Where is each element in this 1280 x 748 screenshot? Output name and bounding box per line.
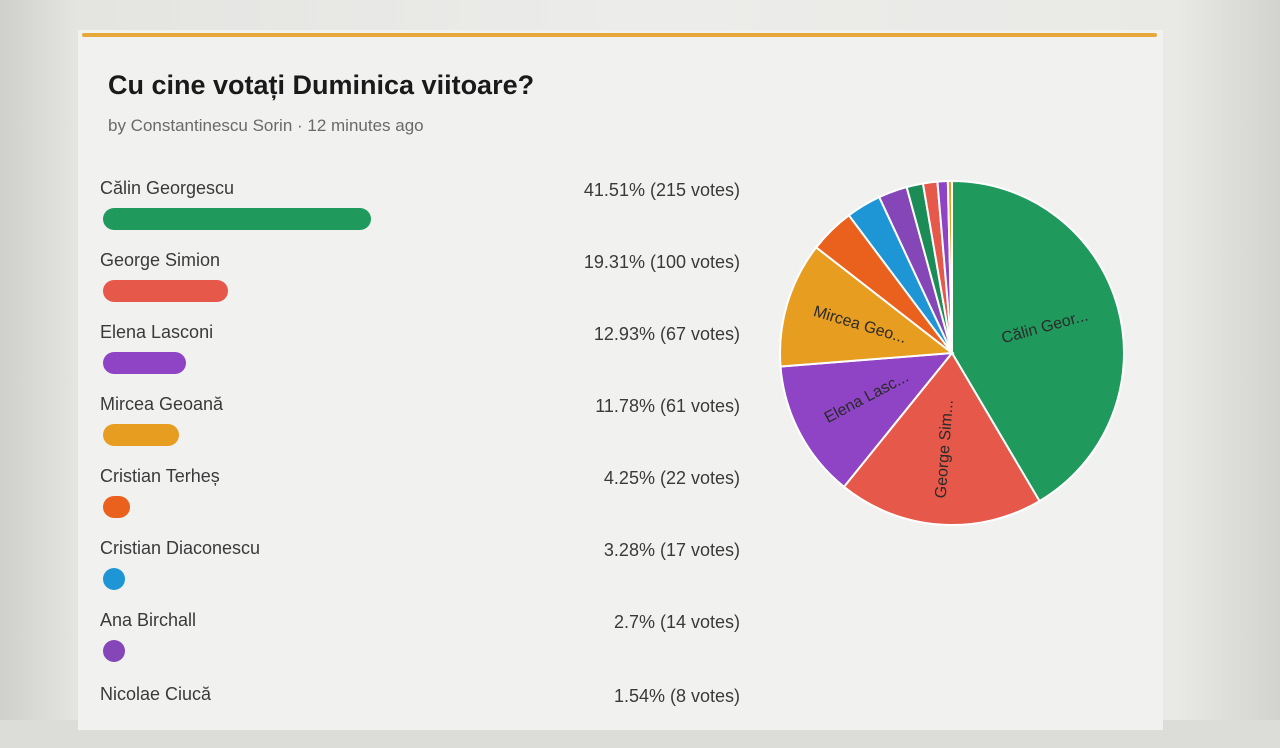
pie-slice: [842, 351, 1041, 526]
option-value: 2.7% (14 votes): [613, 612, 740, 632]
option-label: Nicolae Ciucă: [100, 684, 212, 704]
option-value: 4.25% (22 votes): [603, 468, 740, 488]
pie-slice: [779, 245, 955, 368]
option-value: 3.28% (17 votes): [603, 540, 740, 560]
bar-track: [100, 280, 740, 302]
option-label: Mircea Geoană: [100, 394, 224, 414]
poll-option: Călin Georgescu 41.51% (215 votes): [100, 178, 740, 242]
poll-meta: by Constantinescu Sorin · 12 minutes ago: [108, 116, 424, 135]
poll-option: Cristian Diaconescu 3.28% (17 votes): [100, 538, 740, 602]
option-value: 41.51% (215 votes): [583, 180, 740, 200]
bar-track: [100, 568, 740, 590]
option-label: Călin Georgescu: [100, 178, 235, 198]
bar: [103, 424, 179, 446]
poll-option: George Simion 19.31% (100 votes): [100, 250, 740, 314]
bar-track: [100, 208, 740, 230]
poll-option: Elena Lasconi 12.93% (67 votes): [100, 322, 740, 386]
bar: [103, 352, 187, 374]
option-label: Cristian Diaconescu: [100, 538, 261, 558]
poll-option: Cristian Terheș 4.25% (22 votes): [100, 466, 740, 530]
option-value: 11.78% (61 votes): [595, 396, 740, 416]
pie-slice: [779, 351, 955, 489]
bar: [103, 640, 125, 662]
bar-track: [100, 352, 740, 374]
bar: [103, 208, 371, 230]
pie-slice: [951, 179, 1125, 503]
poll-option: Mircea Geoană 11.78% (61 votes): [100, 394, 740, 458]
bar-track: [100, 496, 740, 518]
poll-option: Ana Birchall 2.7% (14 votes): [100, 610, 740, 674]
option-value: 12.93% (67 votes): [593, 324, 740, 344]
bar-track: [100, 640, 740, 662]
option-label: Elena Lasconi: [100, 322, 214, 342]
option-label: Ana Birchall: [100, 610, 197, 630]
pie-chart: Călin Geor...George Sim...Elena Lasc...M…: [779, 179, 1125, 526]
bar: [103, 568, 125, 590]
pie-slice: [946, 179, 953, 354]
option-value: 1.54% (8 votes): [613, 686, 740, 706]
option-value: 19.31% (100 votes): [583, 252, 740, 272]
option-label: George Simion: [100, 250, 221, 270]
poll-option: Nicolae Ciucă 1.54% (8 votes): [100, 684, 740, 748]
poll-title: Cu cine votați Duminica viitoare?: [108, 70, 535, 100]
accent-line: [82, 33, 1157, 37]
bar-track: [100, 424, 740, 446]
bar: [103, 496, 131, 518]
option-label: Cristian Terheș: [100, 466, 220, 486]
bar: [103, 280, 228, 302]
